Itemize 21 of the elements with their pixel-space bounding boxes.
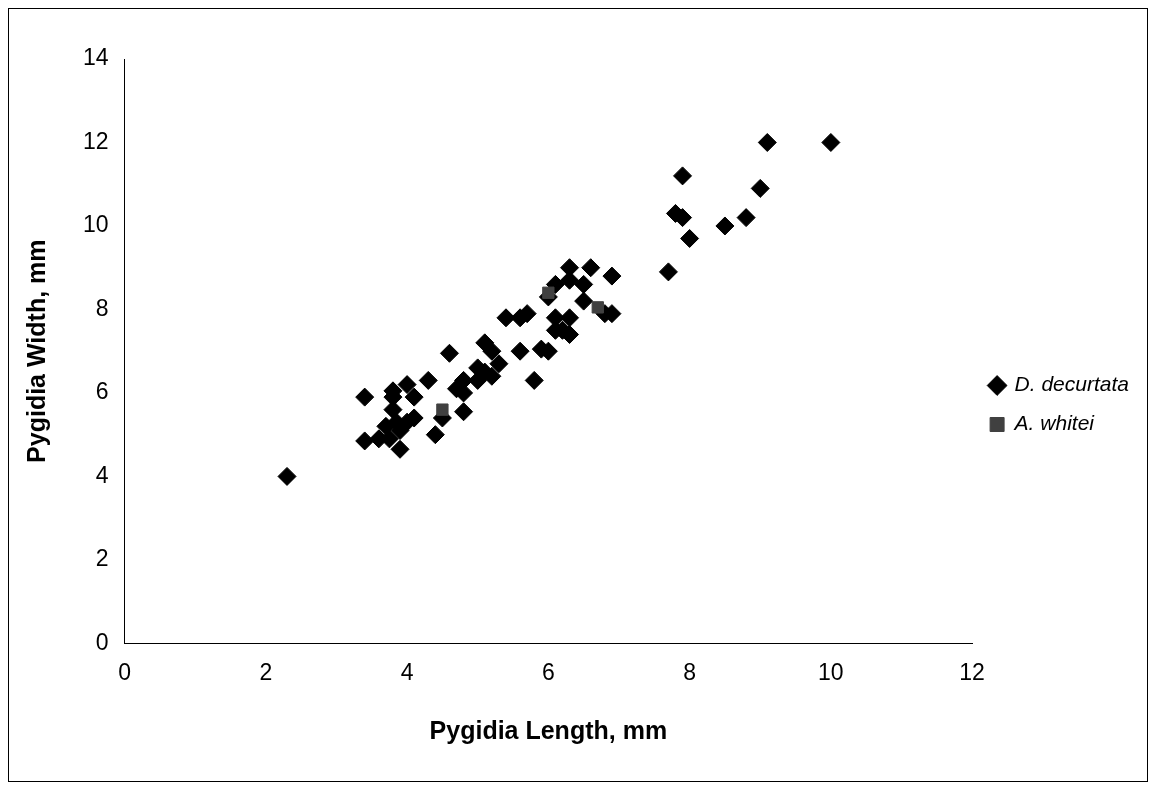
point bbox=[436, 403, 449, 416]
legend-label: A. whitei bbox=[1012, 411, 1096, 435]
x-tick-label: 12 bbox=[959, 658, 985, 685]
y-tick-label: 14 bbox=[82, 44, 109, 71]
y-axis-title: Pygidia Width, mm bbox=[21, 239, 50, 463]
y-tick-label: 2 bbox=[95, 545, 109, 572]
x-tick-label: 4 bbox=[400, 658, 414, 685]
point bbox=[542, 286, 555, 299]
x-tick-label: 10 bbox=[818, 658, 844, 685]
x-tick-label: 2 bbox=[259, 658, 273, 685]
y-tick-label: 12 bbox=[82, 127, 109, 154]
y-tick-label: 10 bbox=[82, 211, 109, 238]
legend-label: D. decurtata bbox=[1014, 372, 1130, 396]
x-tick-label: 8 bbox=[683, 658, 696, 685]
y-tick-label: 4 bbox=[95, 461, 109, 488]
x-tick-label: 0 bbox=[118, 658, 131, 685]
y-tick-label: 6 bbox=[95, 378, 109, 405]
y-tick-label: 8 bbox=[95, 294, 109, 321]
y-tick-label: 0 bbox=[95, 628, 109, 655]
x-tick-label: 6 bbox=[541, 658, 555, 685]
x-axis-title: Pygidia Length, mm bbox=[429, 715, 668, 744]
